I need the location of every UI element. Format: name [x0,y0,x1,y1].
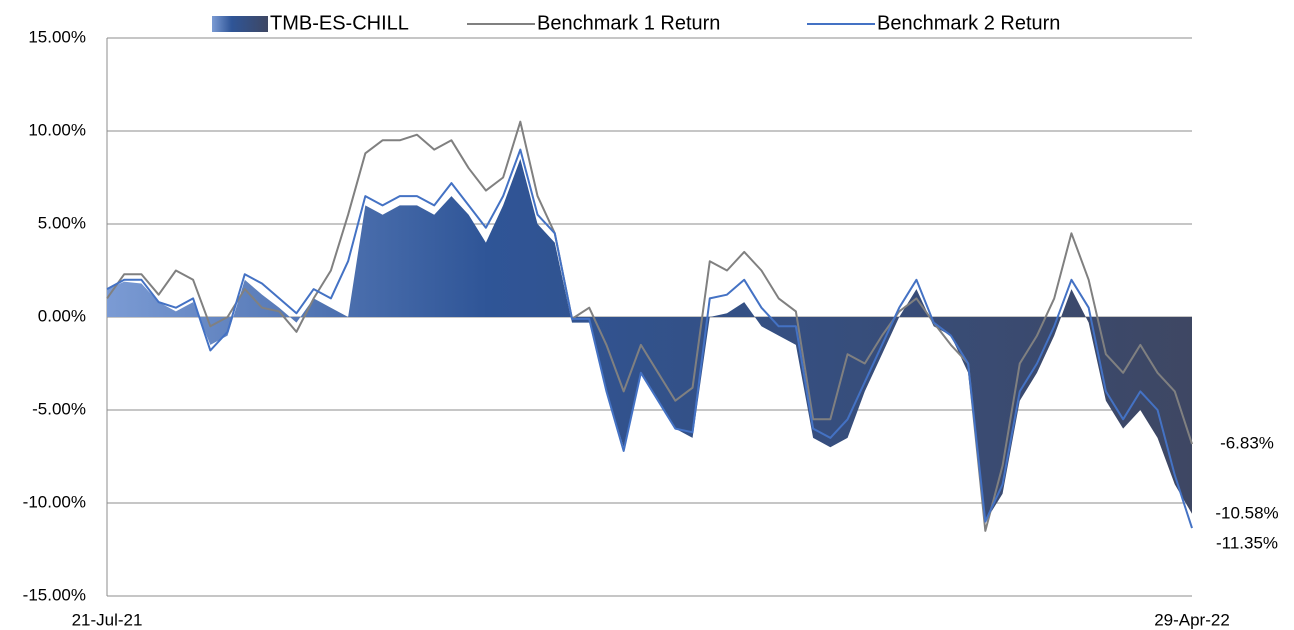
legend-label: Benchmark 2 Return [877,12,1060,34]
legend-label: TMB-ES-CHILL [270,12,409,34]
y-tick-label: 15.00% [28,27,86,46]
area [107,158,1192,522]
legend-swatch [212,16,268,32]
value-label: -6.83% [1220,434,1274,453]
line [106,148,1193,529]
y-tick-label: -10.00% [23,492,86,511]
x-tick-label: 29-Apr-22 [1154,610,1230,629]
legend-label: Benchmark 1 Return [537,12,720,34]
y-tick-label: -5.00% [32,399,86,418]
x-tick-label: 21-Jul-21 [72,610,143,629]
y-tick-label: 10.00% [28,120,86,139]
y-tick-label: 0.00% [38,306,86,325]
value-label: -10.58% [1215,503,1278,522]
value-label: -11.35% [1216,533,1278,552]
y-tick-label: 5.00% [38,213,86,232]
y-tick-label: -15.00% [23,585,86,604]
line [106,120,1193,532]
